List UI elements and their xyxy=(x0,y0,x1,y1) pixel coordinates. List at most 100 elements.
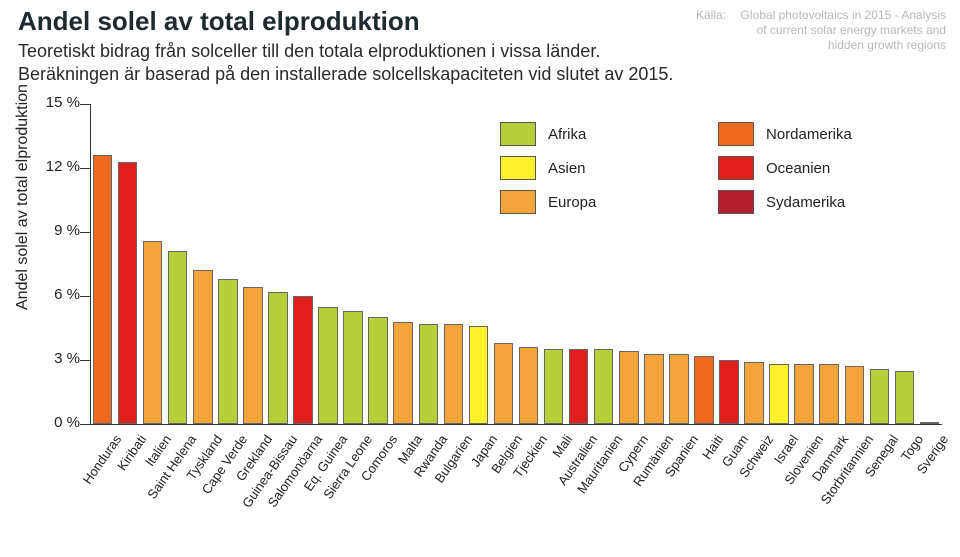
bar xyxy=(569,349,589,424)
bar-fill xyxy=(243,287,263,424)
legend-swatch xyxy=(500,156,536,180)
legend-label: Nordamerika xyxy=(766,126,852,143)
bar-fill xyxy=(118,162,138,424)
bar-fill xyxy=(669,354,689,424)
bar xyxy=(93,155,113,424)
legend-swatch xyxy=(500,190,536,214)
bar-fill xyxy=(444,324,464,424)
source-label: Källa: xyxy=(696,8,726,22)
legend: Afrika Nordamerika Asien Oceanien Europa Syda… xyxy=(500,122,930,214)
bar xyxy=(293,296,313,424)
legend-label: Sydamerika xyxy=(766,194,845,211)
bar xyxy=(544,349,564,424)
bar xyxy=(719,360,739,424)
bar xyxy=(845,366,865,424)
legend-swatch xyxy=(718,190,754,214)
bar xyxy=(669,354,689,424)
y-tick xyxy=(80,168,90,169)
bar xyxy=(118,162,138,424)
y-axis-label: Andel solel av total elproduktion xyxy=(14,84,32,310)
bar-fill xyxy=(744,362,764,424)
bar-fill xyxy=(895,371,915,424)
legend-label: Oceanien xyxy=(766,160,830,177)
legend-item: Asien xyxy=(500,156,710,180)
bar xyxy=(494,343,514,424)
bar xyxy=(193,270,213,424)
bar-fill xyxy=(845,366,865,424)
bar-fill xyxy=(594,349,614,424)
bar-fill xyxy=(469,326,489,424)
bar-fill xyxy=(419,324,439,424)
bar xyxy=(268,292,288,424)
bar xyxy=(143,241,163,424)
bar-fill xyxy=(819,364,839,424)
bar xyxy=(519,347,539,424)
bar-fill xyxy=(193,270,213,424)
y-tick xyxy=(80,296,90,297)
bar xyxy=(444,324,464,424)
bar xyxy=(469,326,489,424)
legend-swatch xyxy=(718,122,754,146)
x-axis xyxy=(90,424,942,425)
bar-fill xyxy=(293,296,313,424)
bar-fill xyxy=(870,369,890,424)
page-title: Andel solel av total elproduktion xyxy=(18,6,420,37)
bar xyxy=(895,371,915,424)
y-axis xyxy=(90,104,91,424)
bar xyxy=(870,369,890,424)
y-tick xyxy=(80,360,90,361)
y-tick-label: 6 % xyxy=(28,286,80,303)
bar-fill xyxy=(544,349,564,424)
bar-fill xyxy=(794,364,814,424)
legend-item: Europa xyxy=(500,190,710,214)
bar-fill xyxy=(168,251,188,424)
bar-fill xyxy=(694,356,714,424)
legend-label: Europa xyxy=(548,194,596,211)
y-tick-label: 3 % xyxy=(28,350,80,367)
bar-fill xyxy=(569,349,589,424)
y-tick-label: 12 % xyxy=(28,158,80,175)
bar-fill xyxy=(644,354,664,424)
bar-fill xyxy=(343,311,363,424)
legend-label: Afrika xyxy=(548,126,586,143)
bar xyxy=(393,322,413,424)
bar xyxy=(920,422,940,424)
legend-swatch xyxy=(718,156,754,180)
bar-fill xyxy=(318,307,338,424)
bar xyxy=(769,364,789,424)
bar-fill xyxy=(769,364,789,424)
bar-fill xyxy=(368,317,388,424)
legend-item: Sydamerika xyxy=(718,190,928,214)
bar xyxy=(343,311,363,424)
bar-fill xyxy=(494,343,514,424)
bar xyxy=(619,351,639,424)
bar-fill xyxy=(619,351,639,424)
bar xyxy=(794,364,814,424)
legend-item: Oceanien xyxy=(718,156,928,180)
bar-fill xyxy=(920,422,940,424)
bar xyxy=(318,307,338,424)
y-tick xyxy=(80,232,90,233)
bar-fill xyxy=(93,155,113,424)
legend-label: Asien xyxy=(548,160,586,177)
bar xyxy=(368,317,388,424)
bar-fill xyxy=(719,360,739,424)
bar xyxy=(419,324,439,424)
bar xyxy=(243,287,263,424)
y-tick-label: 9 % xyxy=(28,222,80,239)
y-tick-label: 15 % xyxy=(28,94,80,111)
bar xyxy=(644,354,664,424)
y-tick xyxy=(80,104,90,105)
bar xyxy=(694,356,714,424)
bar xyxy=(744,362,764,424)
legend-item: Afrika xyxy=(500,122,710,146)
y-tick-label: 0 % xyxy=(28,414,80,431)
bar-fill xyxy=(393,322,413,424)
legend-item: Nordamerika xyxy=(718,122,928,146)
bar xyxy=(819,364,839,424)
source-text: Global photovoltaics in 2015 - Analysis … xyxy=(736,8,946,53)
bar xyxy=(168,251,188,424)
bar-fill xyxy=(143,241,163,424)
bar xyxy=(594,349,614,424)
bar xyxy=(218,279,238,424)
